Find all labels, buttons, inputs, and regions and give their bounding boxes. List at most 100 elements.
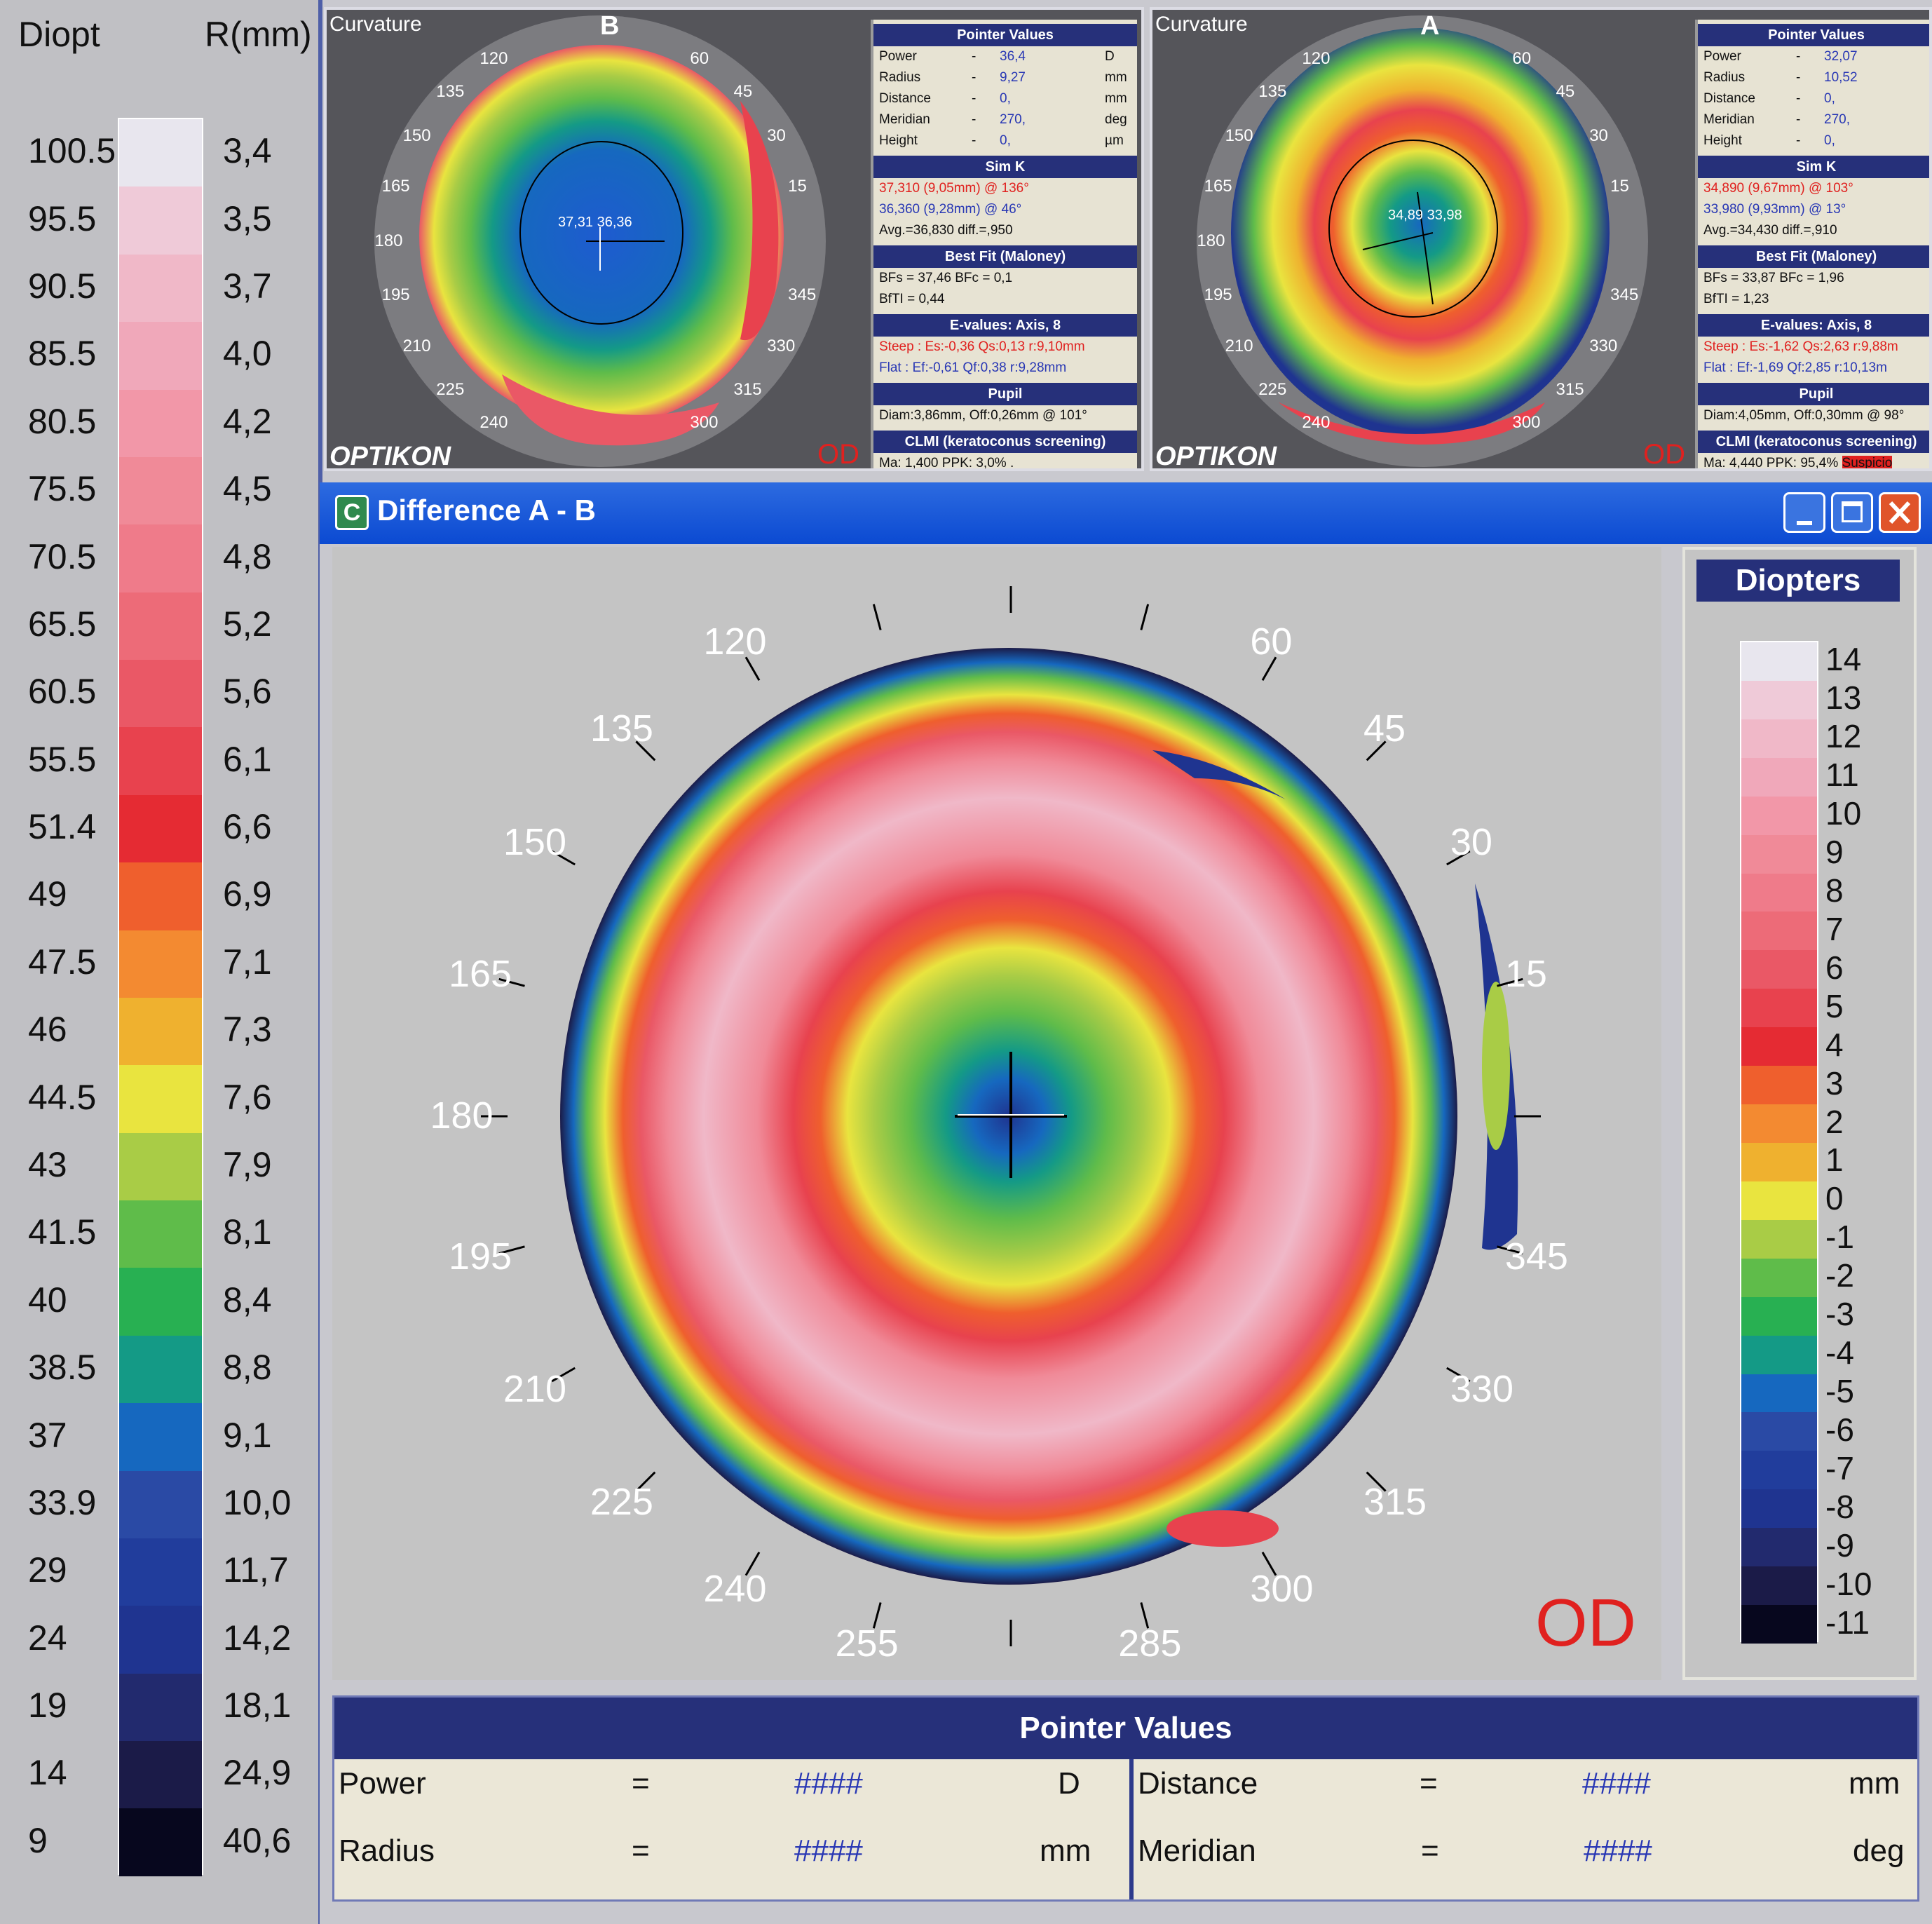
scale-radius-label: 7,1 bbox=[223, 942, 272, 982]
angle-label: 225 bbox=[436, 379, 465, 399]
legend-value-label: 8 bbox=[1825, 872, 1844, 909]
scale-diopter-label: 90.5 bbox=[28, 266, 97, 306]
scale-radius-label: 7,6 bbox=[223, 1077, 272, 1117]
info-pointer-header: Pointer Values bbox=[873, 24, 1137, 46]
legend-color-block bbox=[1741, 1296, 1817, 1336]
legend-value-label: 3 bbox=[1825, 1064, 1844, 1102]
minimize-icon bbox=[1797, 521, 1812, 525]
clmi-flag: Suspicio bbox=[1842, 456, 1893, 470]
map-b-center-values: 37,31 36,36 bbox=[558, 215, 632, 230]
scale-radius-label: 4,5 bbox=[223, 469, 272, 509]
legend-color-block bbox=[1741, 1142, 1817, 1181]
legend-value-label: -9 bbox=[1825, 1526, 1854, 1564]
scale-radius-label: 6,9 bbox=[223, 874, 272, 914]
angle-label: 300 bbox=[690, 413, 719, 433]
meridian-tick bbox=[1497, 977, 1523, 987]
scale-color-block bbox=[119, 592, 202, 660]
curvature-map-b[interactable] bbox=[327, 10, 873, 471]
power-value: #### bbox=[794, 1766, 863, 1801]
angle-label: 210 bbox=[503, 1367, 566, 1410]
legend-color-block bbox=[1741, 1605, 1817, 1644]
angle-label: 150 bbox=[1225, 126, 1253, 145]
angle-label: 330 bbox=[1450, 1367, 1513, 1410]
simk-line-3: Avg.=36,830 diff.=,950 bbox=[879, 223, 1013, 238]
scale-diopter-label: 19 bbox=[28, 1686, 67, 1726]
map-b-title: Curvature bbox=[329, 13, 422, 36]
angle-label: 135 bbox=[1258, 82, 1287, 102]
scale-color-block bbox=[119, 1268, 202, 1336]
scale-diopter-label: 51.4 bbox=[28, 807, 97, 847]
angle-label: 15 bbox=[1610, 176, 1629, 196]
angle-label: 150 bbox=[503, 820, 566, 863]
scale-radius-label: 7,3 bbox=[223, 1010, 272, 1050]
pointer-row-label: Distance bbox=[879, 91, 931, 106]
scale-color-block bbox=[119, 254, 202, 323]
scale-radius-label: 18,1 bbox=[223, 1686, 292, 1726]
info-pupil-header: Pupil bbox=[873, 383, 1137, 405]
scale-diopter-label: 37 bbox=[28, 1415, 67, 1455]
angle-label: 60 bbox=[1512, 48, 1532, 68]
curvature-map-a[interactable] bbox=[1152, 10, 1699, 471]
legend-color-block bbox=[1741, 1528, 1817, 1567]
optikon-logo: OPTIKON bbox=[1155, 442, 1277, 471]
close-button[interactable] bbox=[1879, 492, 1921, 533]
scale-color-block bbox=[119, 119, 202, 187]
legend-color-block bbox=[1741, 796, 1817, 835]
pointer-row-value: 0, bbox=[1000, 133, 1011, 148]
pointer-row-value: 32,07 bbox=[1824, 49, 1858, 64]
evalues-steep: Steep : Es:-0,36 Qs:0,13 r:9,10mm bbox=[879, 339, 1085, 354]
angle-label: 315 bbox=[1556, 379, 1584, 399]
meridian-value: #### bbox=[1584, 1834, 1652, 1868]
pupil-line: Diam:3,86mm, Off:0,26mm @ 101° bbox=[879, 408, 1087, 423]
scale-radius-label: 6,1 bbox=[223, 739, 272, 779]
legend-value-label: -7 bbox=[1825, 1449, 1854, 1486]
scale-diopter-label: 33.9 bbox=[28, 1482, 97, 1522]
pointer-row-value: 270, bbox=[1824, 112, 1850, 127]
scale-diopter-label: 65.5 bbox=[28, 604, 97, 644]
window-titlebar[interactable]: C Difference A - B bbox=[320, 482, 1932, 544]
curvature-map-b-panel[interactable]: Curvature B 37,31 36,36 OPTIKON OD 120 60… bbox=[324, 7, 1144, 471]
curvature-map-a-panel[interactable]: Curvature A 34,89 33,98 OPTIKON OD 120 60… bbox=[1150, 7, 1932, 471]
legend-value-label: 12 bbox=[1825, 718, 1862, 755]
meridian-tick bbox=[498, 977, 525, 987]
scale-color-block bbox=[119, 187, 202, 255]
angle-label: 165 bbox=[448, 952, 512, 995]
legend-value-label: -8 bbox=[1825, 1488, 1854, 1525]
legend-color-block bbox=[1741, 912, 1817, 951]
bestfit-line-1: BFs = 37,46 BFc = 0,1 bbox=[879, 271, 1013, 285]
legend-color-block bbox=[1741, 719, 1817, 758]
distance-label: Distance bbox=[1138, 1766, 1258, 1801]
legend-color-block bbox=[1741, 642, 1817, 681]
simk-line-3: Avg.=34,430 diff.=,910 bbox=[1703, 223, 1837, 238]
scale-color-block bbox=[119, 997, 202, 1066]
scale-color-block bbox=[119, 1132, 202, 1200]
angle-label: 180 bbox=[1197, 231, 1225, 250]
simk-line-1: 37,310 (9,05mm) @ 136° bbox=[879, 181, 1029, 196]
legend-value-label: -6 bbox=[1825, 1411, 1854, 1448]
optikon-logo: OPTIKON bbox=[329, 442, 451, 471]
pointer-row-label: Height bbox=[1703, 133, 1742, 148]
scale-color-block bbox=[119, 1065, 202, 1133]
clmi-line: Ma: 1,400 PPK: 3,0% . bbox=[879, 456, 1014, 470]
meridian-tick bbox=[635, 740, 656, 761]
difference-map-area[interactable]: 120 60 135 45 150 30 165 15 180 195 345 210 330 225 31… bbox=[332, 547, 1661, 1680]
pointer-row-label: Distance bbox=[1703, 91, 1755, 106]
legend-color-block bbox=[1741, 834, 1817, 874]
scale-radius-label: 8,4 bbox=[223, 1280, 272, 1320]
pointer-row-value: 0, bbox=[1824, 91, 1835, 106]
bestfit-line-2: BfTI = 1,23 bbox=[1703, 292, 1769, 306]
scale-diopter-label: 55.5 bbox=[28, 739, 97, 779]
maximize-button[interactable] bbox=[1831, 492, 1873, 533]
meridian-tick bbox=[1140, 604, 1150, 630]
legend-color-block bbox=[1741, 680, 1817, 719]
legend-color-block bbox=[1741, 873, 1817, 912]
difference-map[interactable] bbox=[332, 547, 1661, 1680]
info-simk-header: Sim K bbox=[873, 156, 1137, 178]
meridian-tick bbox=[551, 850, 576, 866]
pointer-row: Radius 10,52 - bbox=[1698, 67, 1929, 88]
scale-diopter-label: 60.5 bbox=[28, 672, 97, 712]
pointer-row-label: Radius bbox=[1703, 70, 1746, 85]
minimize-button[interactable] bbox=[1783, 492, 1825, 533]
pointer-row-value: 270, bbox=[1000, 112, 1026, 127]
diopter-radius-scale: Diopt R(mm) 100.5 3,4 95.5 3,5 90.5 3,7 85.5 4,… bbox=[0, 0, 322, 1924]
